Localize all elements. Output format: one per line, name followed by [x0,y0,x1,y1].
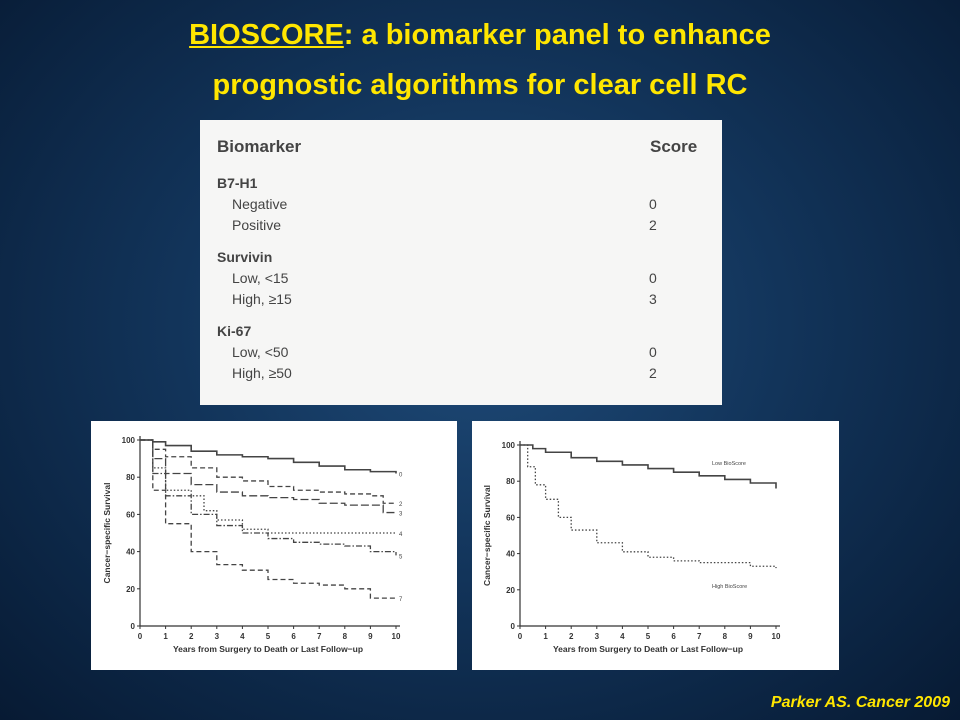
series-label: 3 [399,512,403,518]
row-score: 2 [649,217,657,233]
y-tick-label: 100 [122,436,136,445]
x-axis-label: Years from Surgery to Death or Last Foll… [173,644,363,654]
series-line [140,439,397,474]
x-tick-label: 1 [543,632,548,641]
header-score: Score [650,137,698,156]
y-tick-label: 100 [502,441,516,450]
row-label: High, ≥15 [232,291,292,307]
x-tick-label: 8 [343,632,348,641]
row-score: 0 [649,196,657,212]
row-score: 2 [649,365,657,381]
y-tick-label: 60 [126,510,135,519]
title-bioscore: BIOSCORE [189,19,344,51]
x-tick-label: 3 [595,632,600,641]
y-axis-label: Cancer−specific Survival [482,485,492,586]
series-line [520,444,777,569]
x-tick-label: 6 [291,632,296,641]
x-tick-label: 7 [317,632,322,641]
series-label: 0 [399,472,403,478]
x-tick-label: 9 [368,632,373,641]
series-line [140,439,396,599]
header-biomarker: Biomarker [217,137,302,156]
y-tick-label: 20 [126,585,135,594]
group-label: Ki-67 [217,323,252,339]
row-label: High, ≥50 [232,365,292,381]
series-label: 7 [399,597,403,603]
row-label: Low, <50 [232,344,289,360]
title-line-1: BIOSCORE: a biomarker panel to enhance [0,10,960,60]
x-tick-label: 4 [240,632,245,641]
km-chart-by-bioscore: 0 20 40 60 80 100 0 1 2 3 4 5 6 7 8 9 10 Years from Surge… [472,421,839,670]
group-label: B7-H1 [217,175,258,191]
row-label: Low, <15 [232,270,289,286]
series-line [140,439,397,556]
y-tick-label: 60 [506,513,515,522]
x-tick-label: 10 [392,632,401,641]
y-tick-label: 80 [126,473,135,482]
x-tick-label: 1 [163,632,168,641]
x-tick-label: 2 [189,632,194,641]
series-label: High BioScore [712,584,747,590]
series-line [140,439,396,534]
x-tick-label: 5 [646,632,651,641]
row-label: Negative [232,196,288,212]
title-line-1-rest: : a biomarker panel to enhance [343,19,771,51]
table-body: Biomarker Score B7-H1 Negative 0 Positive 2 Sur… [200,120,722,405]
x-tick-label: 10 [772,632,781,641]
km-chart-by-score: 0 20 40 60 80 100 0 1 2 3 4 5 6 7 8 9 10 Years from Surge… [91,421,457,670]
x-tick-label: 0 [138,632,143,641]
series-label: 5 [399,554,403,560]
y-axis-label: Cancer−specific Survival [102,483,112,584]
series-line [140,439,396,504]
slide-title: BIOSCORE: a biomarker panel to enhance p… [0,10,960,110]
row-score: 0 [649,270,657,286]
km-chart-by-bioscore-svg: 0 20 40 60 80 100 0 1 2 3 4 5 6 7 8 9 10 Years from Surge… [482,441,781,654]
row-score: 0 [649,344,657,360]
series-label: 2 [399,502,403,508]
x-tick-label: 2 [569,632,574,641]
row-score: 3 [649,291,657,307]
series-line [140,439,396,514]
y-tick-label: 20 [506,586,515,595]
row-label: Positive [232,217,282,233]
y-tick-label: 40 [126,548,135,557]
x-tick-label: 3 [215,632,220,641]
x-tick-label: 5 [266,632,271,641]
biomarker-score-table: Biomarker Score B7-H1 Negative 0 Positive 2 Sur… [200,120,722,405]
y-tick-label: 40 [506,550,515,559]
series-line [520,444,777,489]
y-tick-label: 80 [506,477,515,486]
group-label: Survivin [217,249,273,265]
x-tick-label: 4 [620,632,625,641]
x-tick-label: 9 [748,632,753,641]
y-tick-label: 0 [511,622,516,631]
x-axis-label: Years from Surgery to Death or Last Foll… [553,644,743,654]
x-tick-label: 7 [697,632,702,641]
series-label: Low BioScore [712,461,746,467]
x-tick-label: 0 [518,632,523,641]
citation: Parker AS. Cancer 2009 [770,694,950,711]
title-line-2: prognostic algorithms for clear cell RC [212,69,748,101]
x-tick-label: 8 [723,632,728,641]
x-tick-label: 6 [671,632,676,641]
y-tick-label: 0 [131,622,136,631]
series-label: 4 [399,532,403,538]
